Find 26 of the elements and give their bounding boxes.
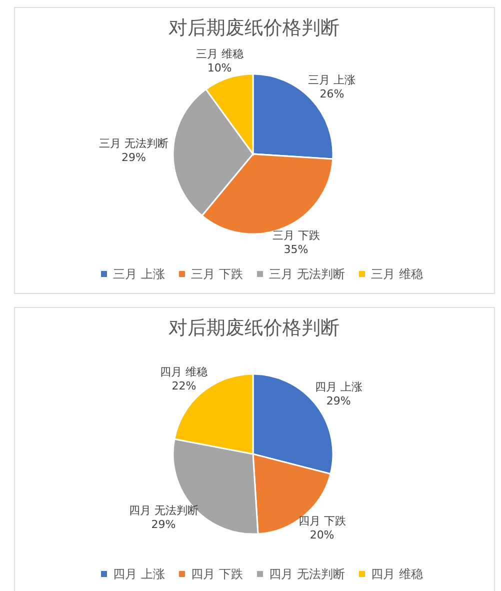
data-label: 29% [151, 518, 176, 532]
chart-title: 对后期废纸价格判断 [168, 317, 340, 339]
slice-label: 三月 维稳 [196, 48, 244, 61]
slice-label: 四月 上涨 [314, 380, 362, 394]
slice-label: 四月 下跌 [298, 514, 346, 528]
data-label: 10% [207, 62, 232, 75]
legend-label: 四月 维稳 [371, 567, 423, 581]
data-label: 26% [320, 88, 344, 101]
data-label: 35% [284, 243, 308, 256]
slice-label: 三月 下跌 [272, 229, 320, 242]
legend-label: 四月 无法判断 [269, 567, 345, 581]
legend-label: 三月 下跌 [191, 267, 243, 281]
data-label: 22% [172, 379, 196, 392]
data-label: 29% [122, 150, 146, 164]
legend-label: 四月 下跌 [191, 567, 243, 581]
slice-label: 四月 无法判断 [128, 504, 198, 518]
data-label: 20% [310, 528, 334, 542]
data-label: 29% [326, 394, 351, 408]
legend-label: 三月 上涨 [113, 267, 165, 281]
slice-label: 三月 上涨 [308, 74, 356, 87]
legend-label: 三月 维稳 [371, 267, 423, 281]
chart-title: 对后期废纸价格判断 [168, 17, 340, 39]
legend-label: 四月 上涨 [113, 567, 165, 581]
slice-label: 三月 无法判断 [99, 136, 169, 150]
legend-label: 三月 无法判断 [269, 267, 345, 281]
slice-label: 四月 维稳 [160, 365, 208, 378]
